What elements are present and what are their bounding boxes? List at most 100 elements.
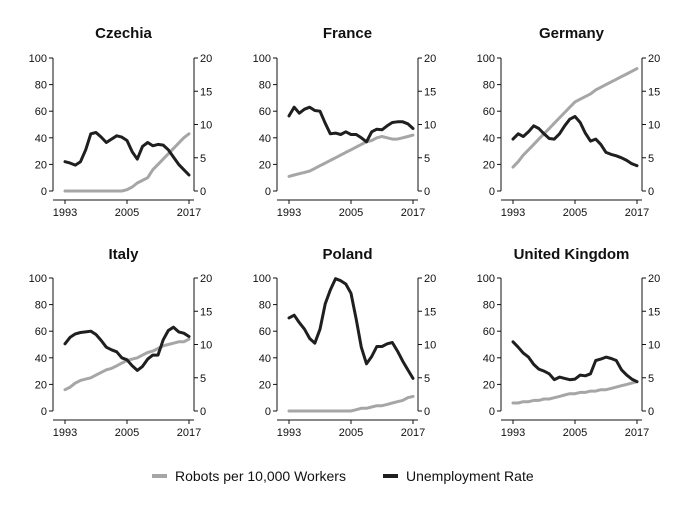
left-tick-label: 20 bbox=[35, 159, 47, 171]
x-tick-label: 1993 bbox=[53, 427, 77, 439]
x-tick-label: 1993 bbox=[501, 207, 525, 219]
left-tick-label: 0 bbox=[489, 406, 495, 418]
right-tick-label: 15 bbox=[200, 86, 212, 98]
left-tick-label: 60 bbox=[259, 326, 271, 338]
right-tick-label: 5 bbox=[648, 153, 654, 165]
left-tick-label: 0 bbox=[489, 186, 495, 198]
left-tick-label: 80 bbox=[483, 80, 495, 92]
left-tick-label: 80 bbox=[35, 300, 47, 312]
left-tick-label: 100 bbox=[29, 53, 47, 65]
x-tick-label: 2005 bbox=[339, 427, 363, 439]
right-tick-label: 5 bbox=[200, 153, 206, 165]
left-tick-label: 80 bbox=[259, 300, 271, 312]
left-tick-label: 40 bbox=[259, 353, 271, 365]
x-tick-label: 2005 bbox=[339, 207, 363, 219]
left-tick-label: 100 bbox=[477, 53, 495, 65]
x-tick-label: 1993 bbox=[277, 207, 301, 219]
left-tick-label: 20 bbox=[35, 379, 47, 391]
panel-poland: Poland 0 20 40 60 80 100 0 5 10 15 20 1993 2005 2017 bbox=[253, 246, 437, 439]
left-tick-label: 40 bbox=[35, 133, 47, 145]
robots-line bbox=[511, 67, 639, 169]
right-tick-label: 0 bbox=[648, 406, 654, 418]
x-tick-label: 2017 bbox=[177, 207, 201, 219]
x-tick-label: 2017 bbox=[401, 427, 425, 439]
left-tick-label: 60 bbox=[483, 326, 495, 338]
right-tick-label: 15 bbox=[648, 86, 660, 98]
unemployment-line bbox=[511, 115, 639, 168]
x-tick-label: 2017 bbox=[625, 207, 649, 219]
x-tick-label: 2005 bbox=[115, 427, 139, 439]
right-tick-label: 10 bbox=[424, 120, 436, 132]
left-tick-label: 60 bbox=[483, 106, 495, 118]
right-tick-label: 10 bbox=[200, 340, 212, 352]
panel-title: France bbox=[323, 25, 372, 42]
x-tick-label: 2005 bbox=[563, 207, 587, 219]
robots-line bbox=[287, 394, 415, 413]
panel-united-kingdom: United Kingdom 0 20 40 60 80 100 0 5 10 15 20 1993 20… bbox=[477, 246, 661, 439]
panel-france: France 0 20 40 60 80 100 0 5 10 15 20 1993 2005 2017 bbox=[253, 25, 437, 219]
right-tick-label: 20 bbox=[424, 53, 436, 65]
x-tick-label: 1993 bbox=[501, 427, 525, 439]
left-tick-label: 80 bbox=[259, 80, 271, 92]
right-tick-label: 5 bbox=[424, 153, 430, 165]
unemployment-line bbox=[63, 325, 191, 372]
right-tick-label: 15 bbox=[424, 86, 436, 98]
legend-unemployment-label: Unemployment Rate bbox=[406, 468, 534, 484]
robots-line bbox=[63, 132, 191, 193]
panel-title: Italy bbox=[108, 246, 139, 263]
right-tick-label: 15 bbox=[424, 306, 436, 318]
right-tick-label: 0 bbox=[200, 186, 206, 198]
x-tick-label: 2017 bbox=[625, 427, 649, 439]
right-tick-label: 0 bbox=[424, 406, 430, 418]
x-tick-label: 2005 bbox=[115, 207, 139, 219]
left-tick-label: 40 bbox=[483, 133, 495, 145]
left-tick-label: 100 bbox=[253, 53, 271, 65]
right-tick-label: 10 bbox=[424, 340, 436, 352]
robots-line bbox=[511, 380, 639, 405]
left-tick-label: 0 bbox=[41, 186, 47, 198]
left-tick-label: 20 bbox=[259, 159, 271, 171]
left-tick-label: 0 bbox=[41, 406, 47, 418]
legend-robots-label: Robots per 10,000 Workers bbox=[175, 468, 346, 484]
unemployment-line bbox=[511, 340, 639, 384]
left-tick-label: 80 bbox=[35, 80, 47, 92]
x-tick-label: 2005 bbox=[563, 427, 587, 439]
left-tick-label: 100 bbox=[477, 273, 495, 285]
panel-czechia: Czechia 0 20 40 60 80 100 0 5 10 15 20 1993 2005 2017 bbox=[29, 25, 213, 219]
right-tick-label: 5 bbox=[424, 373, 430, 385]
robots-line bbox=[63, 337, 191, 392]
x-tick-label: 2017 bbox=[177, 427, 201, 439]
right-tick-label: 10 bbox=[648, 340, 660, 352]
left-tick-label: 20 bbox=[483, 379, 495, 391]
right-tick-label: 20 bbox=[200, 273, 212, 285]
panel-italy: Italy 0 20 40 60 80 100 0 5 10 15 20 1993 2005 2017 bbox=[29, 246, 213, 439]
left-tick-label: 40 bbox=[483, 353, 495, 365]
panel-germany: Germany 0 20 40 60 80 100 0 5 10 15 20 1993 2005 2017 bbox=[477, 25, 661, 219]
right-tick-label: 5 bbox=[200, 373, 206, 385]
left-tick-label: 20 bbox=[483, 159, 495, 171]
left-tick-label: 0 bbox=[265, 186, 271, 198]
right-tick-label: 20 bbox=[424, 273, 436, 285]
right-tick-label: 20 bbox=[648, 273, 660, 285]
left-tick-label: 100 bbox=[253, 273, 271, 285]
panel-title: Germany bbox=[539, 25, 605, 42]
legend: Robots per 10,000 Workers Unemployment R… bbox=[152, 468, 534, 484]
left-tick-label: 20 bbox=[259, 379, 271, 391]
right-tick-label: 15 bbox=[200, 306, 212, 318]
right-tick-label: 10 bbox=[200, 120, 212, 132]
unemployment-line bbox=[63, 131, 191, 177]
panel-title: Poland bbox=[322, 246, 372, 263]
right-tick-label: 5 bbox=[648, 373, 654, 385]
right-tick-label: 10 bbox=[648, 120, 660, 132]
x-tick-label: 2017 bbox=[401, 207, 425, 219]
left-tick-label: 60 bbox=[35, 106, 47, 118]
right-tick-label: 20 bbox=[648, 53, 660, 65]
left-tick-label: 80 bbox=[483, 300, 495, 312]
x-tick-label: 1993 bbox=[53, 207, 77, 219]
right-tick-label: 0 bbox=[424, 186, 430, 198]
panel-title: United Kingdom bbox=[514, 246, 630, 263]
left-tick-label: 60 bbox=[259, 106, 271, 118]
left-tick-label: 0 bbox=[265, 406, 271, 418]
